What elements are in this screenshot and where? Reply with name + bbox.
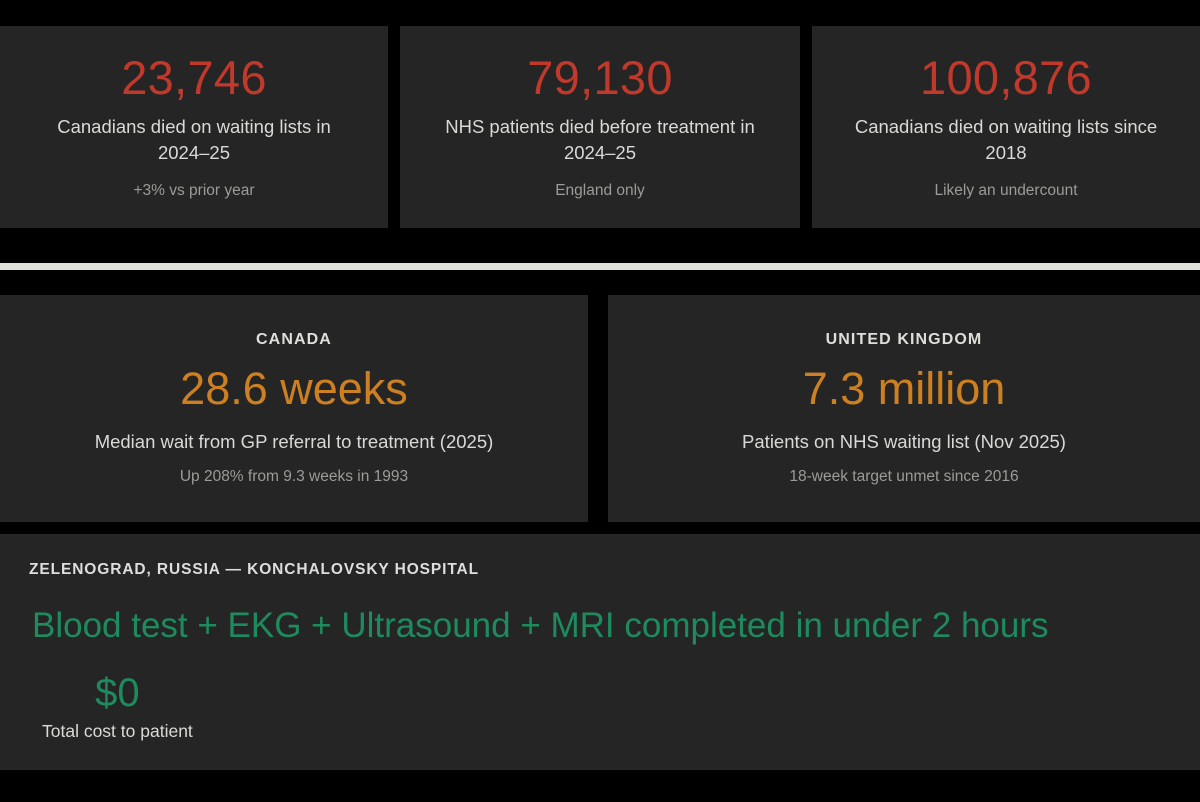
kpi-sub-label: England only — [555, 181, 645, 199]
kpi-label: NHS patients died before treatment in 20… — [445, 116, 755, 164]
country-label: Median wait from GP referral to treatmen… — [94, 430, 494, 452]
cost-value: $0 — [95, 670, 140, 715]
kpi-label: Canadians died on waiting lists since 20… — [854, 116, 1158, 164]
country-name: CANADA — [256, 331, 332, 349]
kpi-label: Canadians died on waiting lists in 2024–… — [57, 116, 331, 164]
kpi-card-nhs-deaths-2024: 79,130 NHS patients died before treatmen… — [400, 26, 800, 228]
country-value: 28.6 weeks — [180, 363, 408, 415]
country-value: 7.3 million — [802, 363, 1006, 415]
country-sub-label: 18-week target unmet since 2016 — [789, 467, 1019, 485]
kpi-sub-label: +3% vs prior year — [133, 181, 255, 199]
country-label: Patients on NHS waiting list (Nov 2025) — [742, 430, 1066, 452]
section-divider — [0, 263, 1200, 270]
kpi-value: 23,746 — [121, 50, 267, 104]
kpi-card-canada-deaths-2024: 23,746 Canadians died on waiting lists i… — [0, 26, 388, 228]
cost-block: $0 Total cost to patient — [42, 672, 193, 743]
kpi-sub-label: Likely an undercount — [934, 181, 1078, 199]
contrast-headline: Blood test + EKG + Ultrasound + MRI comp… — [32, 605, 1049, 645]
kpi-value: 79,130 — [527, 50, 673, 104]
country-card-canada: CANADA 28.6 weeks Median wait from GP re… — [0, 295, 588, 522]
kpi-value: 100,876 — [920, 50, 1092, 104]
country-card-united-kingdom: UNITED KINGDOM 7.3 million Patients on N… — [608, 295, 1200, 522]
country-sub-label: Up 208% from 9.3 weeks in 1993 — [179, 467, 409, 485]
kpi-card-canada-deaths-since-2018: 100,876 Canadians died on waiting lists … — [812, 26, 1200, 228]
contrast-eyebrow: ZELENOGRAD, RUSSIA — KONCHALOVSKY HOSPIT… — [29, 561, 480, 578]
country-name: UNITED KINGDOM — [825, 331, 983, 349]
contrast-panel-russia: ZELENOGRAD, RUSSIA — KONCHALOVSKY HOSPIT… — [0, 534, 1200, 770]
cost-label: Total cost to patient — [42, 720, 193, 741]
